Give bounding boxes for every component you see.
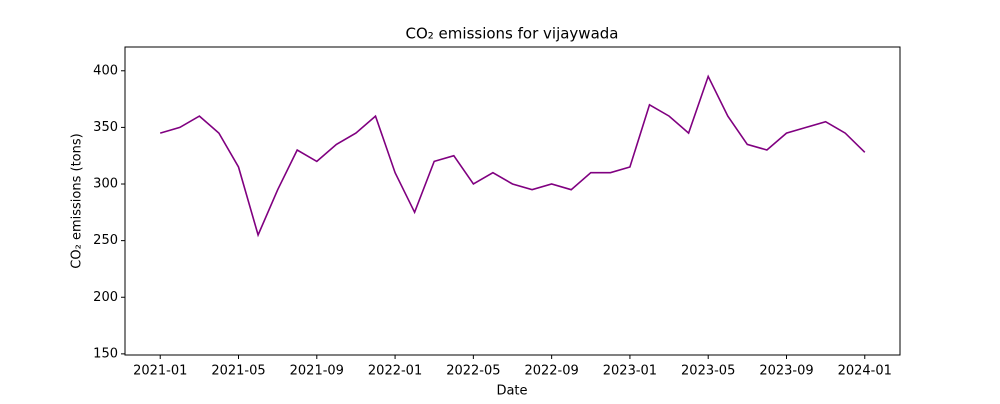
y-tick-label: 150 [93,346,118,361]
x-tick-label: 2023-09 [759,364,813,379]
x-tick-label: 2022-05 [446,364,500,379]
chart-title: CO₂ emissions for vijaywada [406,25,619,43]
plot-frame [124,46,901,356]
x-tick-label: 2021-01 [133,364,187,379]
x-tick-label: 2024-01 [838,364,892,379]
x-tick-label: 2021-05 [211,364,265,379]
x-tick-label: 2022-01 [368,364,422,379]
y-tick-label: 200 [93,290,118,305]
x-tick-label: 2021-09 [290,364,344,379]
x-tick-label: 2022-09 [524,364,578,379]
y-tick-label: 250 [93,233,118,248]
y-axis-label: CO₂ emissions (tons) [70,133,85,268]
x-tick-label: 2023-01 [603,364,657,379]
line [159,74,866,238]
y-tick-label: 350 [93,120,118,135]
x-tick-label: 2023-05 [681,364,735,379]
y-tick-label: 400 [93,63,118,78]
x-axis-label: Date [496,384,527,399]
y-tick-label: 300 [93,177,118,192]
